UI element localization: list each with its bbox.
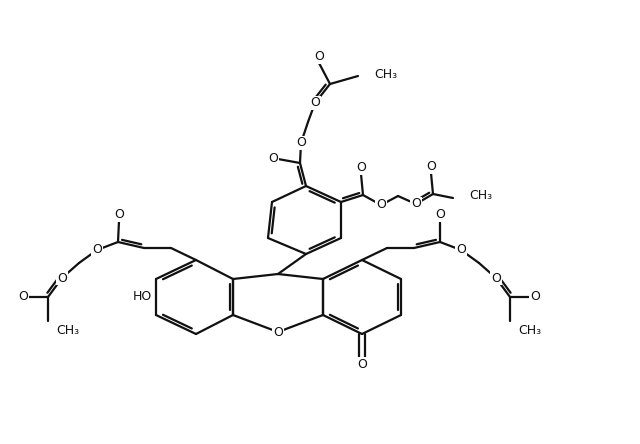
Text: O: O — [435, 208, 445, 221]
Text: O: O — [310, 96, 320, 110]
Text: O: O — [376, 198, 386, 211]
Text: CH₃: CH₃ — [56, 325, 79, 337]
Text: CH₃: CH₃ — [374, 67, 397, 80]
Text: O: O — [268, 152, 278, 166]
Text: O: O — [114, 208, 124, 221]
Text: O: O — [18, 290, 28, 304]
Text: O: O — [314, 50, 324, 63]
Text: HO: HO — [132, 290, 152, 304]
Text: O: O — [356, 161, 366, 174]
Text: O: O — [530, 290, 540, 304]
Text: O: O — [456, 243, 466, 257]
Text: O: O — [411, 198, 421, 210]
Text: O: O — [357, 358, 367, 371]
Text: O: O — [92, 243, 102, 257]
Text: O: O — [296, 136, 306, 150]
Text: CH₃: CH₃ — [469, 190, 492, 202]
Text: O: O — [426, 160, 436, 173]
Text: O: O — [57, 271, 67, 285]
Text: O: O — [491, 271, 501, 285]
Text: CH₃: CH₃ — [518, 325, 541, 337]
Text: O: O — [273, 325, 283, 338]
